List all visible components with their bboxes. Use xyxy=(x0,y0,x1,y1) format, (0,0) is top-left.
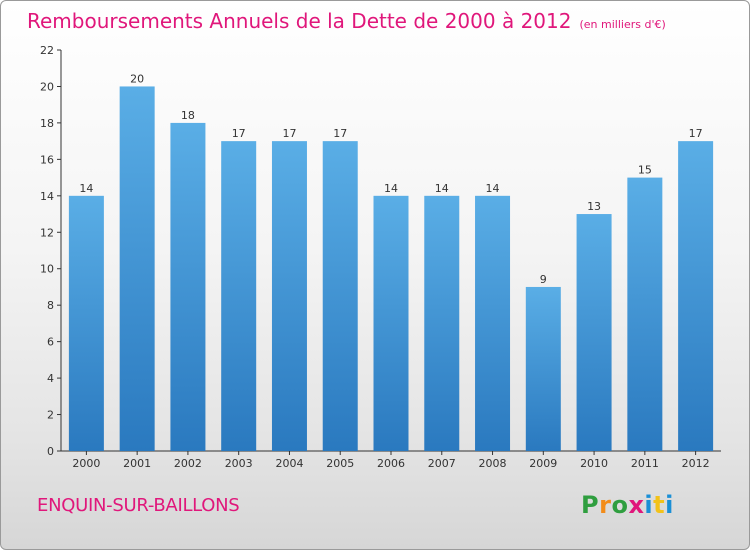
data-label: 14 xyxy=(435,182,449,195)
bar xyxy=(424,195,460,451)
bar xyxy=(576,214,612,451)
bar xyxy=(271,141,307,452)
data-label: 18 xyxy=(181,109,195,122)
bar xyxy=(221,141,257,452)
data-label: 15 xyxy=(638,164,652,177)
y-tick-label: 2 xyxy=(47,409,54,422)
x-tick-label: 2010 xyxy=(580,457,608,470)
bar xyxy=(475,195,511,451)
y-tick-label: 20 xyxy=(40,80,54,93)
commune-name: ENQUIN-SUR-BAILLONS xyxy=(37,495,240,516)
y-tick-label: 8 xyxy=(47,299,54,312)
y-tick-label: 18 xyxy=(40,117,54,130)
bar xyxy=(373,195,409,451)
data-label: 14 xyxy=(79,182,93,195)
y-tick-label: 16 xyxy=(40,153,54,166)
data-label: 13 xyxy=(587,200,601,213)
logo-letter: x xyxy=(628,491,645,519)
bar xyxy=(68,195,104,451)
data-label: 17 xyxy=(689,127,703,140)
x-tick-label: 2005 xyxy=(326,457,354,470)
logo-letter: r xyxy=(599,491,612,519)
data-label: 20 xyxy=(130,72,144,85)
logo-letter: i xyxy=(665,491,674,519)
logo-letter: P xyxy=(581,491,600,519)
bar xyxy=(119,86,155,452)
x-tick-label: 2002 xyxy=(174,457,202,470)
bar xyxy=(170,122,206,451)
y-tick-label: 4 xyxy=(47,372,54,385)
bar xyxy=(627,177,663,451)
logo-letter: t xyxy=(653,491,666,519)
x-tick-label: 2000 xyxy=(72,457,100,470)
x-tick-label: 2004 xyxy=(275,457,303,470)
x-tick-label: 2001 xyxy=(123,457,151,470)
title-line: Remboursements Annuels de la Dette de 20… xyxy=(27,9,666,33)
x-tick-label: 2009 xyxy=(529,457,557,470)
y-tick-label: 22 xyxy=(40,44,54,57)
chart-subtitle: (en milliers d'€) xyxy=(579,18,666,31)
logo-letter: i xyxy=(644,491,654,519)
y-tick-label: 0 xyxy=(47,445,54,458)
bar xyxy=(322,141,358,452)
data-label: 14 xyxy=(486,182,500,195)
x-tick-label: 2008 xyxy=(479,457,507,470)
y-tick-label: 14 xyxy=(40,190,54,203)
data-label: 9 xyxy=(540,273,547,286)
chart-title: Remboursements Annuels de la Dette de 20… xyxy=(27,9,572,33)
x-tick-label: 2006 xyxy=(377,457,405,470)
y-tick-label: 6 xyxy=(47,336,54,349)
data-label: 17 xyxy=(232,127,246,140)
x-tick-label: 2011 xyxy=(631,457,659,470)
y-tick-label: 12 xyxy=(40,226,54,239)
proxiti-logo: Proxiti xyxy=(581,491,674,519)
data-label: 14 xyxy=(384,182,398,195)
x-tick-label: 2007 xyxy=(428,457,456,470)
bar xyxy=(525,286,561,451)
data-label: 17 xyxy=(333,127,347,140)
data-label: 17 xyxy=(282,127,296,140)
bar xyxy=(678,141,714,452)
y-tick-label: 10 xyxy=(40,263,54,276)
x-tick-label: 2012 xyxy=(682,457,710,470)
x-tick-label: 2003 xyxy=(225,457,253,470)
logo-letter: o xyxy=(611,491,629,519)
